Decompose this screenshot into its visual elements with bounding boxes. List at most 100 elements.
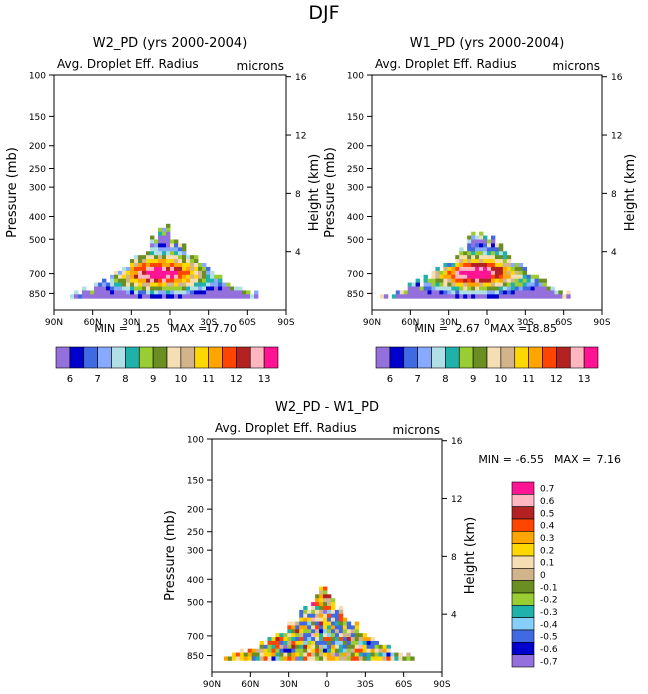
field-cell [366,652,372,657]
field-cell [358,633,364,638]
field-cell [186,263,191,268]
field-cell [526,282,532,287]
field-cell [494,290,500,295]
colorbar-swatch [511,642,535,655]
field-cell [190,263,195,268]
field-cell [70,294,75,299]
y-tick-label: 500 [29,236,46,246]
y2-tick-label: 16 [451,437,463,447]
field-cell [166,266,171,272]
field-cell [498,251,504,256]
field-cell [267,656,272,661]
field-cell [202,290,207,295]
colorbar-swatch [511,592,535,606]
colorbar-label: 9 [470,374,476,385]
field-cell [283,640,288,646]
colorbar-label: 0.1 [540,559,554,569]
field-cell [487,266,492,272]
field-cell [198,274,203,280]
field-cell [190,294,195,299]
field-cell [275,648,280,653]
field-cell [170,259,175,264]
colorbar-swatch [511,580,535,594]
field-cell [455,282,460,287]
field-cell [467,239,472,244]
panel-title: W2_PD (yrs 2000-2004) [93,36,248,51]
field-cell [411,286,417,291]
field-cell [182,278,187,283]
field-cell [170,274,175,280]
field-cell [126,278,131,283]
field-cell [358,640,364,646]
colorbar-swatch [166,346,182,369]
field-cell [530,282,535,287]
field-cell [490,259,496,264]
field-cell [182,286,187,291]
x-tick-label: 30S [357,680,374,690]
field-cell [182,290,187,295]
field-cell [518,282,524,287]
field-cell [342,629,348,634]
field-cell [366,637,372,642]
field-cell [334,629,340,634]
field-cell [198,290,203,295]
field-cell [350,637,356,642]
field-cell [471,282,476,287]
field-cell [534,294,539,299]
field-cell [471,231,476,236]
field-cell [471,235,476,240]
y2-axis-label: Height (km) [623,154,638,231]
field-cell [299,609,304,615]
min-label: MIN = [94,322,128,335]
field-cell [259,640,264,646]
field-cell [130,259,135,264]
field-cell [475,282,480,287]
field-cell [263,648,268,653]
field-cell [142,294,147,299]
field-cell [518,290,524,295]
field-cell [479,255,484,260]
field-cell [342,625,348,630]
field-cell [471,278,476,283]
field-cell [279,656,284,661]
field-cell [194,274,199,280]
field-cell [346,644,352,650]
field-cell [295,629,300,634]
field-cell [170,247,175,252]
field-cell [471,290,476,295]
min-value: 1.25 [136,322,161,335]
field-cell [182,270,187,276]
field-cell [154,255,159,260]
y-tick-label: 850 [29,290,46,300]
colorbar-label: 6 [67,374,73,385]
field-cell [118,278,123,283]
field-cell [283,652,288,657]
field-cell [166,294,171,299]
y-tick-label: 850 [347,290,364,300]
field-cell [451,282,456,287]
field-cell [323,652,328,657]
field-cell [174,247,179,252]
field-cell [178,290,183,295]
field-cell [206,270,211,276]
y-tick-label: 250 [187,528,204,538]
field-cell [303,605,308,611]
field-cell [134,290,139,295]
field-cell [114,294,119,299]
field-cell [142,263,147,268]
field-cell [218,278,223,283]
field-cell [311,613,316,619]
colorbar-swatch [83,346,98,369]
field-cell [307,617,312,622]
field-cell [267,652,272,657]
field-cell [226,290,231,295]
field-cell [506,282,512,287]
colorbar-label: 10 [175,374,188,385]
y-tick-label: 700 [347,270,364,280]
field-cell [467,243,472,248]
field-cell [494,259,500,264]
field-cell [334,640,340,646]
field-cell [202,286,207,291]
field-cell [291,648,296,653]
field-cell [259,656,264,661]
